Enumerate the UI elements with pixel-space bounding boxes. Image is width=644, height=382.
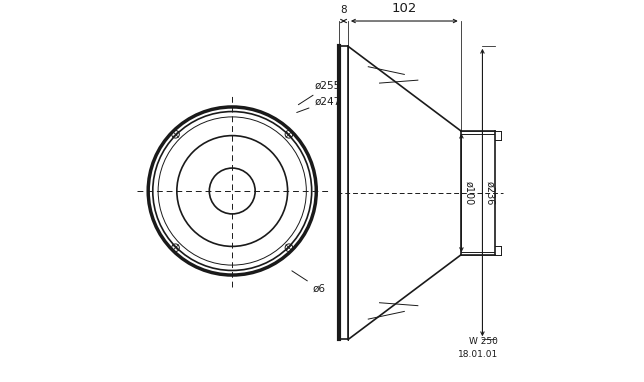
Text: 102: 102	[392, 2, 417, 15]
Text: ø6: ø6	[292, 271, 325, 293]
Text: 18.01.01: 18.01.01	[457, 350, 498, 359]
Text: ø100: ø100	[464, 181, 474, 205]
Text: W 250: W 250	[469, 337, 498, 346]
Text: 8: 8	[340, 5, 347, 15]
Text: ø236: ø236	[485, 181, 495, 205]
Text: ø255: ø255	[298, 81, 341, 105]
Text: ø247: ø247	[297, 96, 341, 112]
